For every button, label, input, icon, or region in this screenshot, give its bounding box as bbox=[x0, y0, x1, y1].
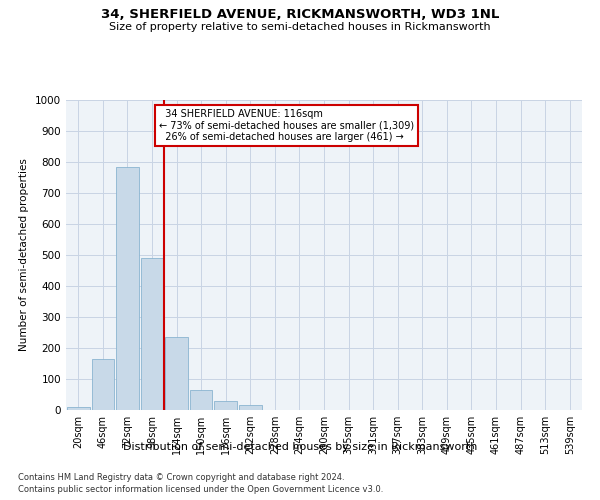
Bar bbox=[239, 406, 262, 410]
Text: Distribution of semi-detached houses by size in Rickmansworth: Distribution of semi-detached houses by … bbox=[123, 442, 477, 452]
Text: Contains HM Land Registry data © Crown copyright and database right 2024.: Contains HM Land Registry data © Crown c… bbox=[18, 472, 344, 482]
Bar bbox=[190, 390, 212, 410]
Bar bbox=[92, 360, 114, 410]
Y-axis label: Number of semi-detached properties: Number of semi-detached properties bbox=[19, 158, 29, 352]
Bar bbox=[214, 400, 237, 410]
Bar bbox=[67, 407, 89, 410]
Bar bbox=[165, 337, 188, 410]
Bar bbox=[116, 168, 139, 410]
Text: Size of property relative to semi-detached houses in Rickmansworth: Size of property relative to semi-detach… bbox=[109, 22, 491, 32]
Text: 34, SHERFIELD AVENUE, RICKMANSWORTH, WD3 1NL: 34, SHERFIELD AVENUE, RICKMANSWORTH, WD3… bbox=[101, 8, 499, 20]
Text: Contains public sector information licensed under the Open Government Licence v3: Contains public sector information licen… bbox=[18, 485, 383, 494]
Text: 34 SHERFIELD AVENUE: 116sqm
← 73% of semi-detached houses are smaller (1,309)
  : 34 SHERFIELD AVENUE: 116sqm ← 73% of sem… bbox=[159, 110, 414, 142]
Bar bbox=[140, 258, 163, 410]
